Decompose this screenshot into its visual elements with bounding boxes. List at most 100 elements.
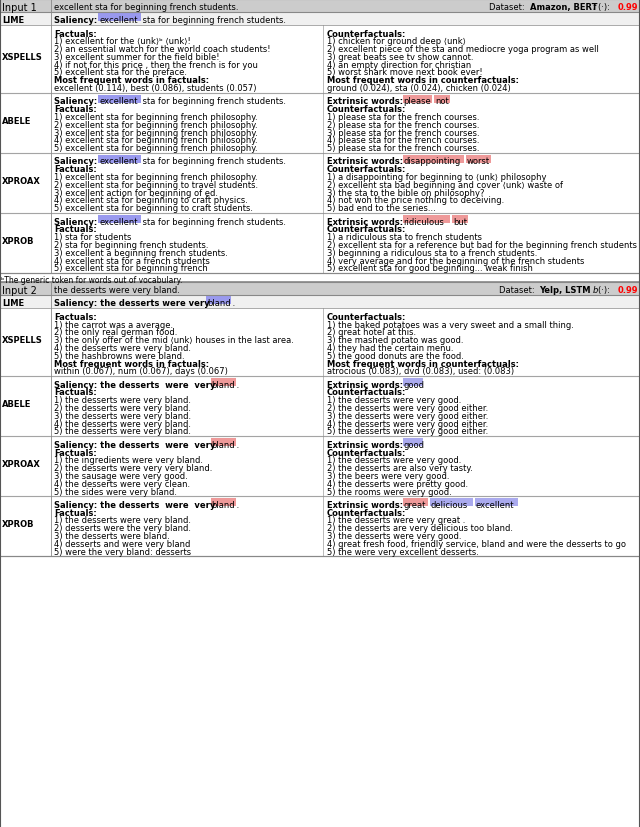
Text: Extrinsic words:: Extrinsic words: <box>327 500 406 509</box>
Text: 4) an empty direction for christian: 4) an empty direction for christian <box>327 60 471 69</box>
FancyBboxPatch shape <box>0 274 640 283</box>
Text: 1) the desserts were very bland.: 1) the desserts were very bland. <box>54 516 191 525</box>
Text: Saliency:: Saliency: <box>54 218 100 227</box>
Text: 3) excellent action for beginning of ed.: 3) excellent action for beginning of ed. <box>54 189 218 198</box>
Text: disappointing: disappointing <box>403 157 461 166</box>
Text: 4) they had the certain menu.: 4) they had the certain menu. <box>327 343 454 352</box>
FancyBboxPatch shape <box>0 26 640 93</box>
Text: excellent: excellent <box>476 500 514 509</box>
Text: XPROAX: XPROAX <box>2 177 41 186</box>
FancyBboxPatch shape <box>0 497 640 557</box>
Text: 4) the desserts were very bland.: 4) the desserts were very bland. <box>54 343 191 352</box>
FancyBboxPatch shape <box>0 0 640 13</box>
Text: 1) excellent for the ⟨unk⟩ᵇ ⟨unk⟩!: 1) excellent for the ⟨unk⟩ᵇ ⟨unk⟩! <box>54 37 191 46</box>
FancyBboxPatch shape <box>206 297 231 305</box>
Text: 1) the desserts were very bland.: 1) the desserts were very bland. <box>54 396 191 404</box>
Text: 4) excellent sta for a french students: 4) excellent sta for a french students <box>54 256 210 265</box>
Text: but: but <box>453 218 467 227</box>
FancyBboxPatch shape <box>0 13 640 26</box>
Text: Factuals:: Factuals: <box>54 165 97 174</box>
Text: Most frequent words in counterfactuals:: Most frequent words in counterfactuals: <box>327 359 519 368</box>
Text: 5) excellent sta for good beginning... weak finish: 5) excellent sta for good beginning... w… <box>327 264 533 273</box>
FancyBboxPatch shape <box>403 499 428 507</box>
Text: XPROB: XPROB <box>2 237 35 246</box>
Text: 4) if not for this price , then the french is for you: 4) if not for this price , then the fren… <box>54 60 258 69</box>
Text: 3) the desserts were very good either.: 3) the desserts were very good either. <box>327 411 488 420</box>
FancyBboxPatch shape <box>403 96 432 104</box>
Text: Extrinsic words:: Extrinsic words: <box>327 98 406 107</box>
Text: Factuals:: Factuals: <box>54 388 97 397</box>
Text: Counterfactuals:: Counterfactuals: <box>327 105 406 114</box>
Text: Factuals:: Factuals: <box>54 225 97 234</box>
Text: 0.99: 0.99 <box>618 285 638 294</box>
Text: Saliency:: Saliency: <box>54 16 100 25</box>
Text: Counterfactuals:: Counterfactuals: <box>327 388 406 397</box>
Text: Saliency: the desserts  were  very: Saliency: the desserts were very <box>54 440 218 449</box>
Text: 4) the desserts were very clean.: 4) the desserts were very clean. <box>54 479 190 488</box>
Text: great: great <box>403 500 426 509</box>
Text: bland: bland <box>211 500 235 509</box>
Text: Dataset:: Dataset: <box>499 285 537 294</box>
Text: 4) excellent sta for beginning to craft physics.: 4) excellent sta for beginning to craft … <box>54 196 248 205</box>
Text: excellent: excellent <box>99 218 138 227</box>
FancyBboxPatch shape <box>429 499 472 507</box>
Text: Factuals:: Factuals: <box>54 30 97 38</box>
Text: 2) please sta for the french courses.: 2) please sta for the french courses. <box>327 121 479 130</box>
Text: excellent: excellent <box>99 157 138 166</box>
Text: 5) were the very bland: desserts: 5) were the very bland: desserts <box>54 547 191 556</box>
Text: 1) the desserts were very great .: 1) the desserts were very great . <box>327 516 465 525</box>
Text: 4) desserts and were very bland: 4) desserts and were very bland <box>54 539 190 548</box>
Text: Extrinsic words:: Extrinsic words: <box>327 218 406 227</box>
FancyBboxPatch shape <box>98 216 141 224</box>
Text: 3) great beats see tv show cannot.: 3) great beats see tv show cannot. <box>327 53 474 62</box>
FancyBboxPatch shape <box>0 296 640 308</box>
Text: excellent (0.114), best (0.086), students (0.057): excellent (0.114), best (0.086), student… <box>54 84 257 93</box>
Text: 1) sta for students: 1) sta for students <box>54 233 131 242</box>
Text: 2) an essential watch for the world coach students!: 2) an essential watch for the world coac… <box>54 45 271 54</box>
FancyBboxPatch shape <box>0 214 640 274</box>
Text: Factuals:: Factuals: <box>54 508 97 517</box>
Text: bland: bland <box>211 380 235 390</box>
FancyBboxPatch shape <box>403 216 450 224</box>
Text: ABELE: ABELE <box>2 399 31 409</box>
Text: Most frequent words in factuals:: Most frequent words in factuals: <box>54 359 209 368</box>
Text: sta for beginning french students.: sta for beginning french students. <box>140 16 285 25</box>
FancyBboxPatch shape <box>0 93 640 154</box>
Text: 5) excellent sta for beginning french philosophy.: 5) excellent sta for beginning french ph… <box>54 144 258 153</box>
Text: 5) the good donuts are the food.: 5) the good donuts are the food. <box>327 351 464 361</box>
Text: 5) please sta for the french courses.: 5) please sta for the french courses. <box>327 144 479 153</box>
FancyBboxPatch shape <box>211 379 236 387</box>
Text: 3) excellent a beginning french students.: 3) excellent a beginning french students… <box>54 248 228 257</box>
Text: Counterfactuals:: Counterfactuals: <box>327 225 406 234</box>
FancyBboxPatch shape <box>452 216 468 224</box>
Text: 2) excellent sta for a reference but bad for the beginning french students: 2) excellent sta for a reference but bad… <box>327 241 637 250</box>
Text: 3) the mashed potato was good.: 3) the mashed potato was good. <box>327 336 463 345</box>
Text: LIME: LIME <box>2 16 24 25</box>
Text: 2) the desserts were very very bland.: 2) the desserts were very very bland. <box>54 464 212 472</box>
Text: 2) the only real german food.: 2) the only real german food. <box>54 327 177 337</box>
FancyBboxPatch shape <box>465 155 490 164</box>
Text: 1) a ridiculous sta to french students: 1) a ridiculous sta to french students <box>327 233 482 242</box>
Text: 3) excellent summer for the field bible!: 3) excellent summer for the field bible! <box>54 53 220 62</box>
Text: 2) the desserts were very bland.: 2) the desserts were very bland. <box>54 404 191 413</box>
Text: Counterfactuals:: Counterfactuals: <box>327 165 406 174</box>
Text: 4) the desserts were pretty good.: 4) the desserts were pretty good. <box>327 479 468 488</box>
Text: Input 2: Input 2 <box>2 285 37 295</box>
FancyBboxPatch shape <box>211 499 236 507</box>
Text: 1) a disappointing for beginning to ⟨unk⟩ philosophy: 1) a disappointing for beginning to ⟨unk… <box>327 173 547 182</box>
Text: 5) the hashbrowns were bland.: 5) the hashbrowns were bland. <box>54 351 184 361</box>
Text: 1) the baked potatoes was a very sweet and a small thing.: 1) the baked potatoes was a very sweet a… <box>327 320 574 329</box>
Text: 1) excellent sta for beginning french philosophy.: 1) excellent sta for beginning french ph… <box>54 112 258 122</box>
Text: (·):: (·): <box>598 2 612 12</box>
Text: Saliency: the desserts  were  very: Saliency: the desserts were very <box>54 380 218 390</box>
Text: Extrinsic words:: Extrinsic words: <box>327 157 406 166</box>
Text: ABELE: ABELE <box>2 117 31 126</box>
FancyBboxPatch shape <box>0 376 640 437</box>
Text: LIME: LIME <box>2 299 24 308</box>
Text: 3) the sausage were very good.: 3) the sausage were very good. <box>54 471 188 480</box>
Text: Counterfactuals:: Counterfactuals: <box>327 448 406 457</box>
Text: sta for beginning french students.: sta for beginning french students. <box>140 157 285 166</box>
Text: 0.99: 0.99 <box>618 2 638 12</box>
Text: ᵇThe generic token for words out of vocabulary.: ᵇThe generic token for words out of voca… <box>1 276 182 284</box>
FancyBboxPatch shape <box>98 14 141 22</box>
